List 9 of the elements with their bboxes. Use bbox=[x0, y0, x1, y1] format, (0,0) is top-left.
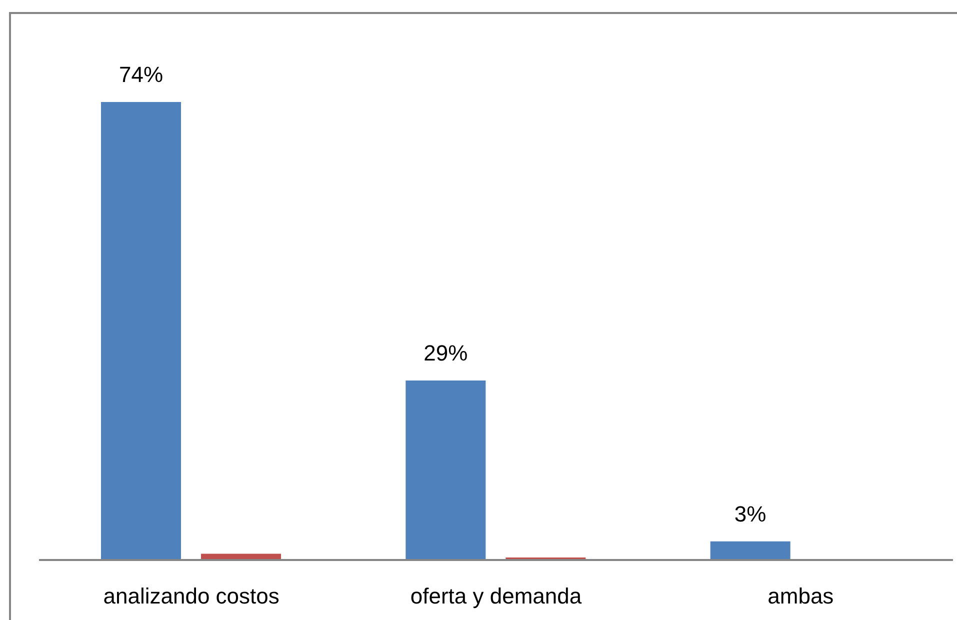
x-tick-label: ambas bbox=[768, 584, 834, 609]
bar bbox=[710, 541, 790, 560]
data-label: 29% bbox=[424, 340, 468, 366]
x-tick-label: oferta y demanda bbox=[410, 584, 582, 609]
x-tick-label: analizando costos bbox=[103, 584, 280, 609]
data-label: 74% bbox=[118, 62, 164, 87]
data-label: 3% bbox=[734, 501, 766, 526]
bar bbox=[101, 102, 181, 560]
bar bbox=[406, 380, 486, 560]
